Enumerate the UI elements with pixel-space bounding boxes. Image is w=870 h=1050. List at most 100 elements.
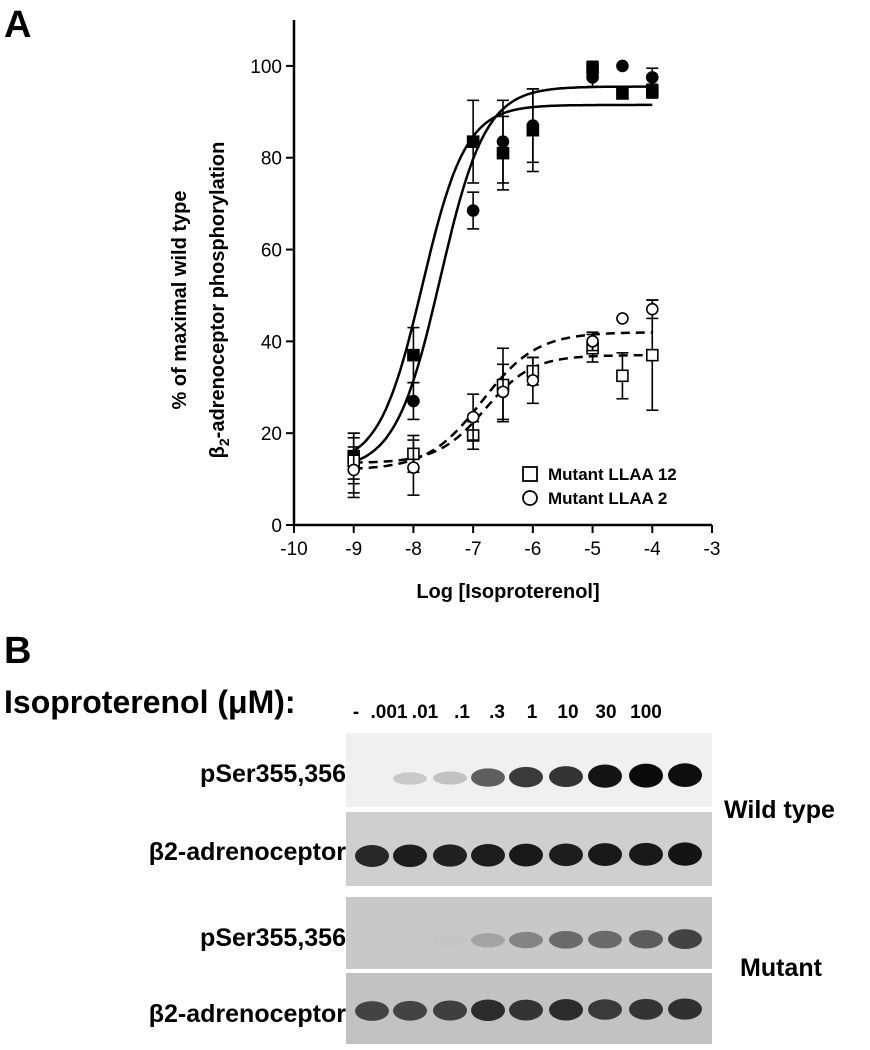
isoproterenol-title: Isoproterenol (μM): [4, 684, 296, 720]
blot-band [588, 843, 622, 866]
blot-band [588, 999, 622, 1020]
blot-wt-pser [346, 733, 712, 807]
blot-wt-b2 [346, 812, 712, 886]
blot-band [471, 843, 505, 867]
y-tick-label: 60 [261, 241, 282, 262]
x-tick-label: -4 [644, 539, 661, 560]
blot-band [393, 844, 427, 868]
y-axis-label-line2: β2-adrenoceptor phosphorylation [207, 142, 232, 459]
blot-band [588, 930, 622, 949]
wt-b2-label: β2-adrenoceptor [148, 838, 346, 866]
blot-band [629, 763, 663, 788]
blot-band [433, 935, 467, 946]
blot-band [433, 844, 467, 867]
y-tick-label: 100 [250, 57, 282, 78]
blot-band [355, 845, 389, 867]
concentration-label: 30 [595, 702, 617, 723]
concentration-label: 1 [526, 702, 538, 723]
mutant-b2-label: β2-adrenoceptor [148, 1000, 346, 1028]
x-tick-label: -10 [280, 539, 307, 560]
concentration-label: - [352, 702, 360, 723]
blot-band [393, 1000, 427, 1021]
x-tick-label: -9 [345, 539, 362, 560]
blot-band [549, 843, 583, 867]
blot-band [588, 764, 622, 788]
blot-band [433, 1000, 467, 1021]
blot-band [668, 763, 702, 788]
blot-band [549, 930, 583, 949]
data-point-series-3 [586, 335, 599, 348]
data-point-series-3 [526, 374, 540, 387]
mutant-label: Mutant [740, 954, 822, 982]
legend-circle-marker [522, 490, 538, 506]
blot-mutant-pser [346, 897, 712, 969]
y-tick-label: 40 [261, 332, 282, 353]
blot-band [509, 766, 543, 788]
x-tick-label: -8 [405, 539, 422, 560]
blot-band [668, 998, 702, 1020]
x-tick-label: -7 [465, 539, 482, 560]
blot-band [549, 999, 583, 1021]
data-point-series-1 [616, 59, 629, 73]
concentration-label: 10 [557, 702, 579, 723]
dose-response-chart: -10 -9 -8 -7 -6 -5 -4 -3 0 20 40 60 80 100 Mutant LLA… [169, 20, 720, 603]
blot-band [509, 931, 543, 949]
data-point-series-3 [407, 461, 420, 474]
blot-band [471, 933, 505, 948]
y-axis-label-line1: % of maximal wild type [169, 191, 191, 410]
chart-legend: Mutant LLAA 12 Mutant LLAA 2 [522, 465, 677, 508]
data-point-series-3 [645, 302, 659, 316]
blot-band [509, 843, 543, 867]
blot-band [629, 998, 663, 1020]
concentration-label: .001 [370, 702, 408, 723]
chart-axes: -10 -9 -8 -7 -6 -5 -4 -3 0 20 40 60 80 100 [250, 20, 720, 560]
y-tick-label: 20 [261, 424, 282, 445]
blot-band [355, 1001, 389, 1021]
concentration-label: .01 [411, 702, 439, 723]
blot-band [629, 930, 663, 949]
data-point-series-3 [347, 463, 361, 477]
concentration-label: 100 [630, 702, 662, 723]
data-point-series-3 [496, 385, 510, 399]
x-tick-label: -6 [524, 539, 541, 560]
blot-band [509, 999, 543, 1021]
data-point-series-0 [407, 348, 420, 362]
x-tick-label: -3 [704, 539, 721, 560]
data-points [347, 59, 659, 499]
data-point-series-1 [466, 204, 480, 217]
blot-band [629, 842, 663, 866]
panel-b-letter: B [4, 630, 32, 672]
legend-label: Mutant LLAA 12 [548, 465, 677, 484]
blot-band [471, 999, 505, 1022]
data-point-series-1 [526, 119, 540, 132]
wild-type-label: Wild type [724, 796, 835, 824]
y-tick-label: 80 [261, 149, 282, 170]
data-point-series-0 [616, 87, 629, 100]
data-point-series-1 [586, 71, 599, 84]
blot-band [393, 772, 427, 785]
data-point-series-0 [466, 135, 480, 148]
data-point-series-1 [645, 71, 659, 84]
data-point-series-3 [616, 312, 629, 325]
x-axis-label: Log [Isoproterenol] [416, 581, 599, 603]
blot-band [668, 929, 702, 949]
concentration-label: .1 [454, 702, 470, 723]
data-point-series-2 [645, 348, 659, 362]
mutant-pser-label: pSer355,356 [200, 924, 346, 952]
blot-mutant-b2 [346, 973, 712, 1044]
blot-band [668, 842, 702, 866]
y-tick-label: 0 [271, 516, 282, 537]
panel-a-letter: A [4, 4, 32, 46]
data-point-series-2 [616, 369, 629, 383]
blot-band [549, 766, 583, 788]
x-tick-label: -5 [584, 539, 601, 560]
data-point-series-1 [407, 394, 420, 408]
legend-square-marker [522, 466, 538, 482]
blot-band [433, 771, 467, 785]
fit-curve-2 [353, 353, 653, 464]
wt-pser-label: pSer355,356 [200, 760, 346, 788]
concentration-label: .3 [489, 702, 505, 723]
data-point-series-1 [496, 135, 510, 148]
data-point-series-3 [466, 410, 480, 424]
legend-label: Mutant LLAA 2 [548, 489, 667, 508]
